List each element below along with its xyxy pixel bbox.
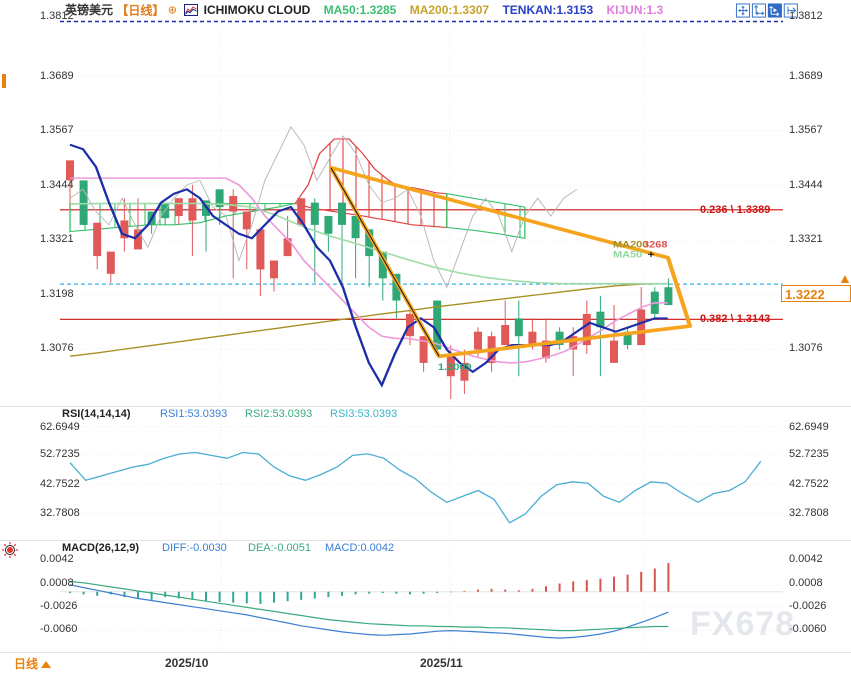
svg-text:3268: 3268: [643, 240, 668, 250]
svg-text:1.3009: 1.3009: [438, 363, 472, 373]
svg-text:MA50: MA50: [613, 250, 643, 260]
